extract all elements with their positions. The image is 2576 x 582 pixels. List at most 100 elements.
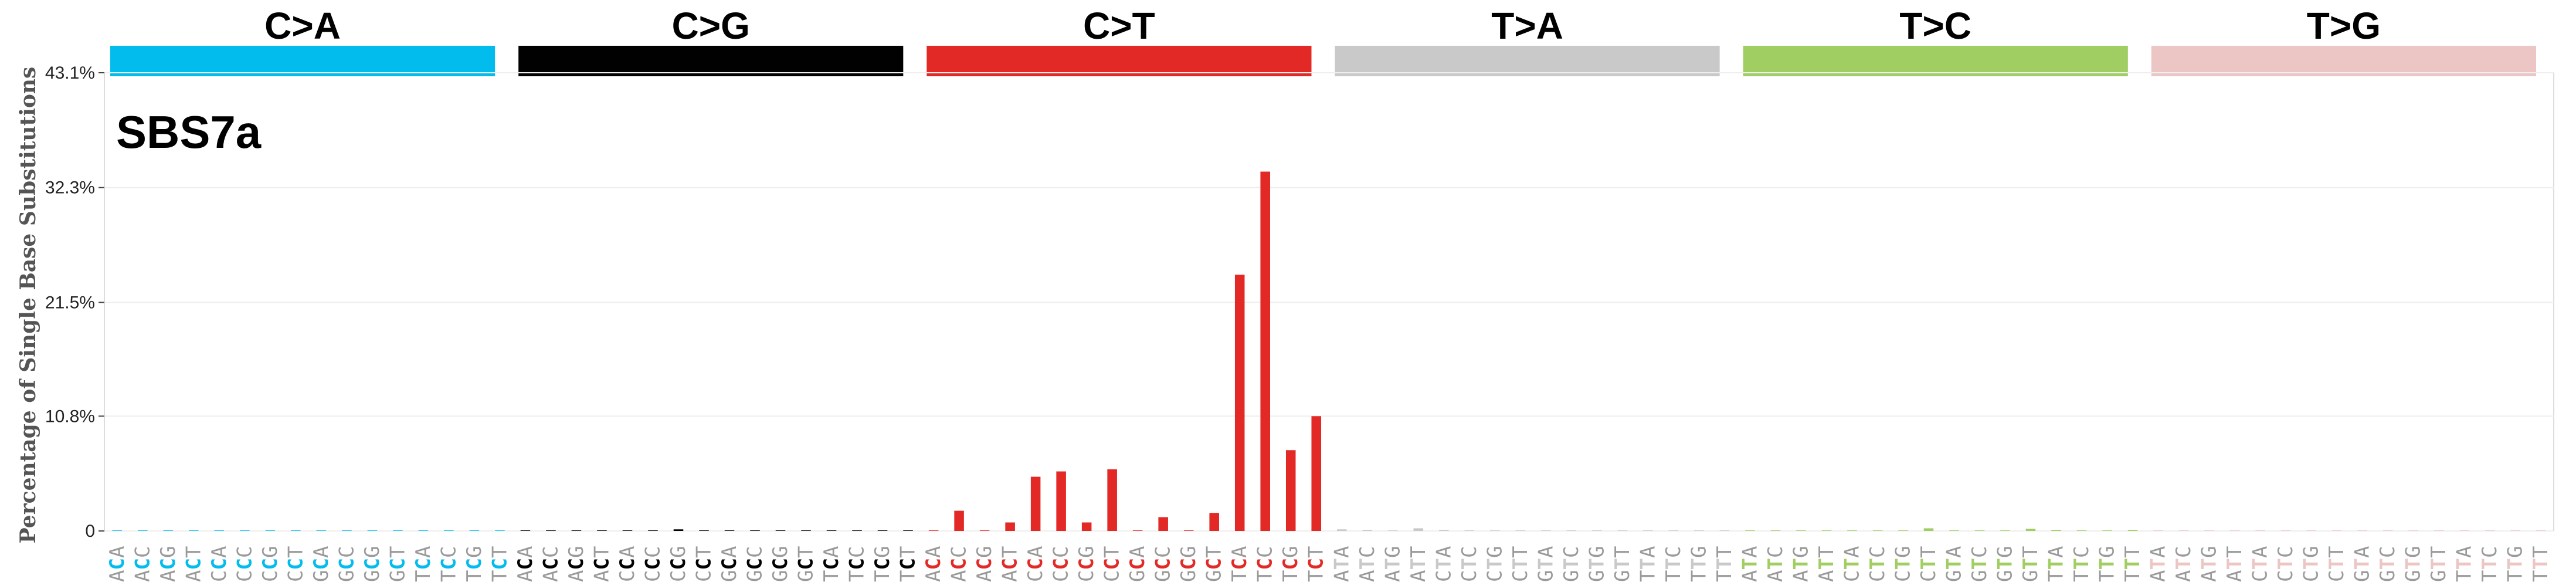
x-tick-label: TTC xyxy=(2070,546,2093,582)
x-tick-label: ATG xyxy=(1789,546,1813,582)
x-tick-label: GCC xyxy=(335,546,358,582)
bar xyxy=(2331,530,2342,531)
gridlines xyxy=(104,72,2554,532)
bar xyxy=(1592,530,1602,531)
y-tick-label: 32.3% xyxy=(45,178,95,198)
bar xyxy=(265,530,276,531)
bar xyxy=(2280,530,2291,531)
x-tick-label: GCG xyxy=(769,546,792,582)
mutation-type-header: C>A C>G C>T T>A T>C T>G xyxy=(110,5,2536,76)
bar xyxy=(903,530,913,531)
x-tick-label: CTT xyxy=(1509,546,1532,582)
bar xyxy=(2510,530,2521,531)
x-tick-label: CTC xyxy=(1458,546,1481,582)
x-tick-label: GTG xyxy=(1585,546,1608,582)
bar xyxy=(163,530,174,531)
bar xyxy=(648,530,658,531)
bar xyxy=(1056,471,1066,531)
x-tick-label: ACA xyxy=(514,546,537,582)
x-tick-label: ATT xyxy=(1815,546,1838,582)
x-tick-label: ATC xyxy=(2172,546,2195,582)
x-tick-label: ACT xyxy=(590,546,613,582)
x-tick-label: ACC xyxy=(539,546,562,582)
x-tick-label: ACA xyxy=(922,546,945,582)
bar xyxy=(2382,530,2393,531)
x-tick-label: GCC xyxy=(1152,546,1175,582)
bar xyxy=(928,530,939,531)
mutation-type-bar-CtoA xyxy=(110,46,495,76)
bar xyxy=(137,530,148,531)
mutation-type-label: C>A xyxy=(264,5,341,47)
x-tick-label: TTG xyxy=(2096,546,2119,582)
mutation-type-label: T>A xyxy=(1491,5,1563,47)
x-tick-label: GTG xyxy=(1994,546,2017,582)
x-tick-label: CCC xyxy=(1050,546,1073,582)
bar xyxy=(954,510,964,531)
x-tick-label: GCA xyxy=(310,546,333,582)
x-tick-label: CTG xyxy=(1483,546,1506,582)
x-tick-label: TCA xyxy=(412,546,435,582)
x-tick-label: CCA xyxy=(616,546,639,582)
x-tick-label: CTA xyxy=(1432,546,1455,582)
x-tick-label: GTC xyxy=(1968,546,1991,582)
x-tick-label: GCT xyxy=(386,546,409,582)
x-tick-label: GCT xyxy=(1203,546,1226,582)
bar xyxy=(2000,530,2010,531)
x-tick-label: GCA xyxy=(718,546,741,582)
bar xyxy=(1719,530,1730,531)
x-tick-label: CTT xyxy=(2325,546,2348,582)
bar xyxy=(1566,530,1577,531)
x-tick-label: CCT xyxy=(692,546,715,582)
x-tick-label: ATC xyxy=(1764,546,1787,582)
bar xyxy=(1209,513,1219,531)
x-tick-label: GTC xyxy=(1560,546,1583,582)
y-tick-label: 43.1% xyxy=(45,63,95,83)
x-tick-label: ACC xyxy=(131,546,154,582)
x-tick-label: ATA xyxy=(1330,546,1353,582)
bar xyxy=(2434,530,2444,531)
bar xyxy=(1872,530,1883,531)
x-tick-label: CCA xyxy=(208,546,231,582)
x-tick-label: GTT xyxy=(2427,546,2451,582)
y-tick-label: 0 xyxy=(85,522,95,541)
bar xyxy=(826,530,837,531)
bar xyxy=(2536,530,2546,531)
mutation-type-label: C>G xyxy=(672,5,750,47)
x-tick-label: ATG xyxy=(1381,546,1404,582)
mutation-type-bar-CtoT xyxy=(926,46,1312,76)
x-tick-label: CCG xyxy=(1075,546,1098,582)
x-tick-label: TTT xyxy=(1713,546,1736,582)
y-tick-label: 21.5% xyxy=(45,293,95,312)
bar xyxy=(1745,530,1755,531)
bar xyxy=(1617,530,1628,531)
bar xyxy=(291,530,301,531)
x-tick-label: CCG xyxy=(259,546,282,582)
mutation-type-bar-TtoG xyxy=(2151,46,2536,76)
x-tick-label: TCA xyxy=(1228,546,1251,582)
x-tick-label: CCC xyxy=(641,546,664,582)
x-tick-label: CCC xyxy=(233,546,256,582)
x-tick-label: GTA xyxy=(2351,546,2374,582)
bar xyxy=(367,530,378,531)
bar xyxy=(316,530,327,531)
bar xyxy=(1285,450,1296,531)
x-tick-label: GCA xyxy=(1126,546,1149,582)
bar xyxy=(2051,530,2061,531)
x-tick-label: TCC xyxy=(1254,546,1277,582)
bar xyxy=(2306,530,2316,531)
x-tick-label: TTG xyxy=(2504,546,2527,582)
bar xyxy=(1974,530,1985,531)
bar xyxy=(1898,530,1908,531)
x-tick-label: TTC xyxy=(1662,546,1685,582)
bar xyxy=(2025,529,2036,531)
x-tick-label: ACC xyxy=(948,546,971,582)
x-tick-label: TTA xyxy=(2453,546,2476,582)
x-tick-label: GCG xyxy=(361,546,384,582)
x-tick-label: ACG xyxy=(565,546,588,582)
x-tick-label: GTT xyxy=(1611,546,1634,582)
bar xyxy=(2357,530,2367,531)
x-tick-label: ATT xyxy=(1407,546,1430,582)
bar xyxy=(1107,469,1117,531)
bar xyxy=(1796,530,1806,531)
